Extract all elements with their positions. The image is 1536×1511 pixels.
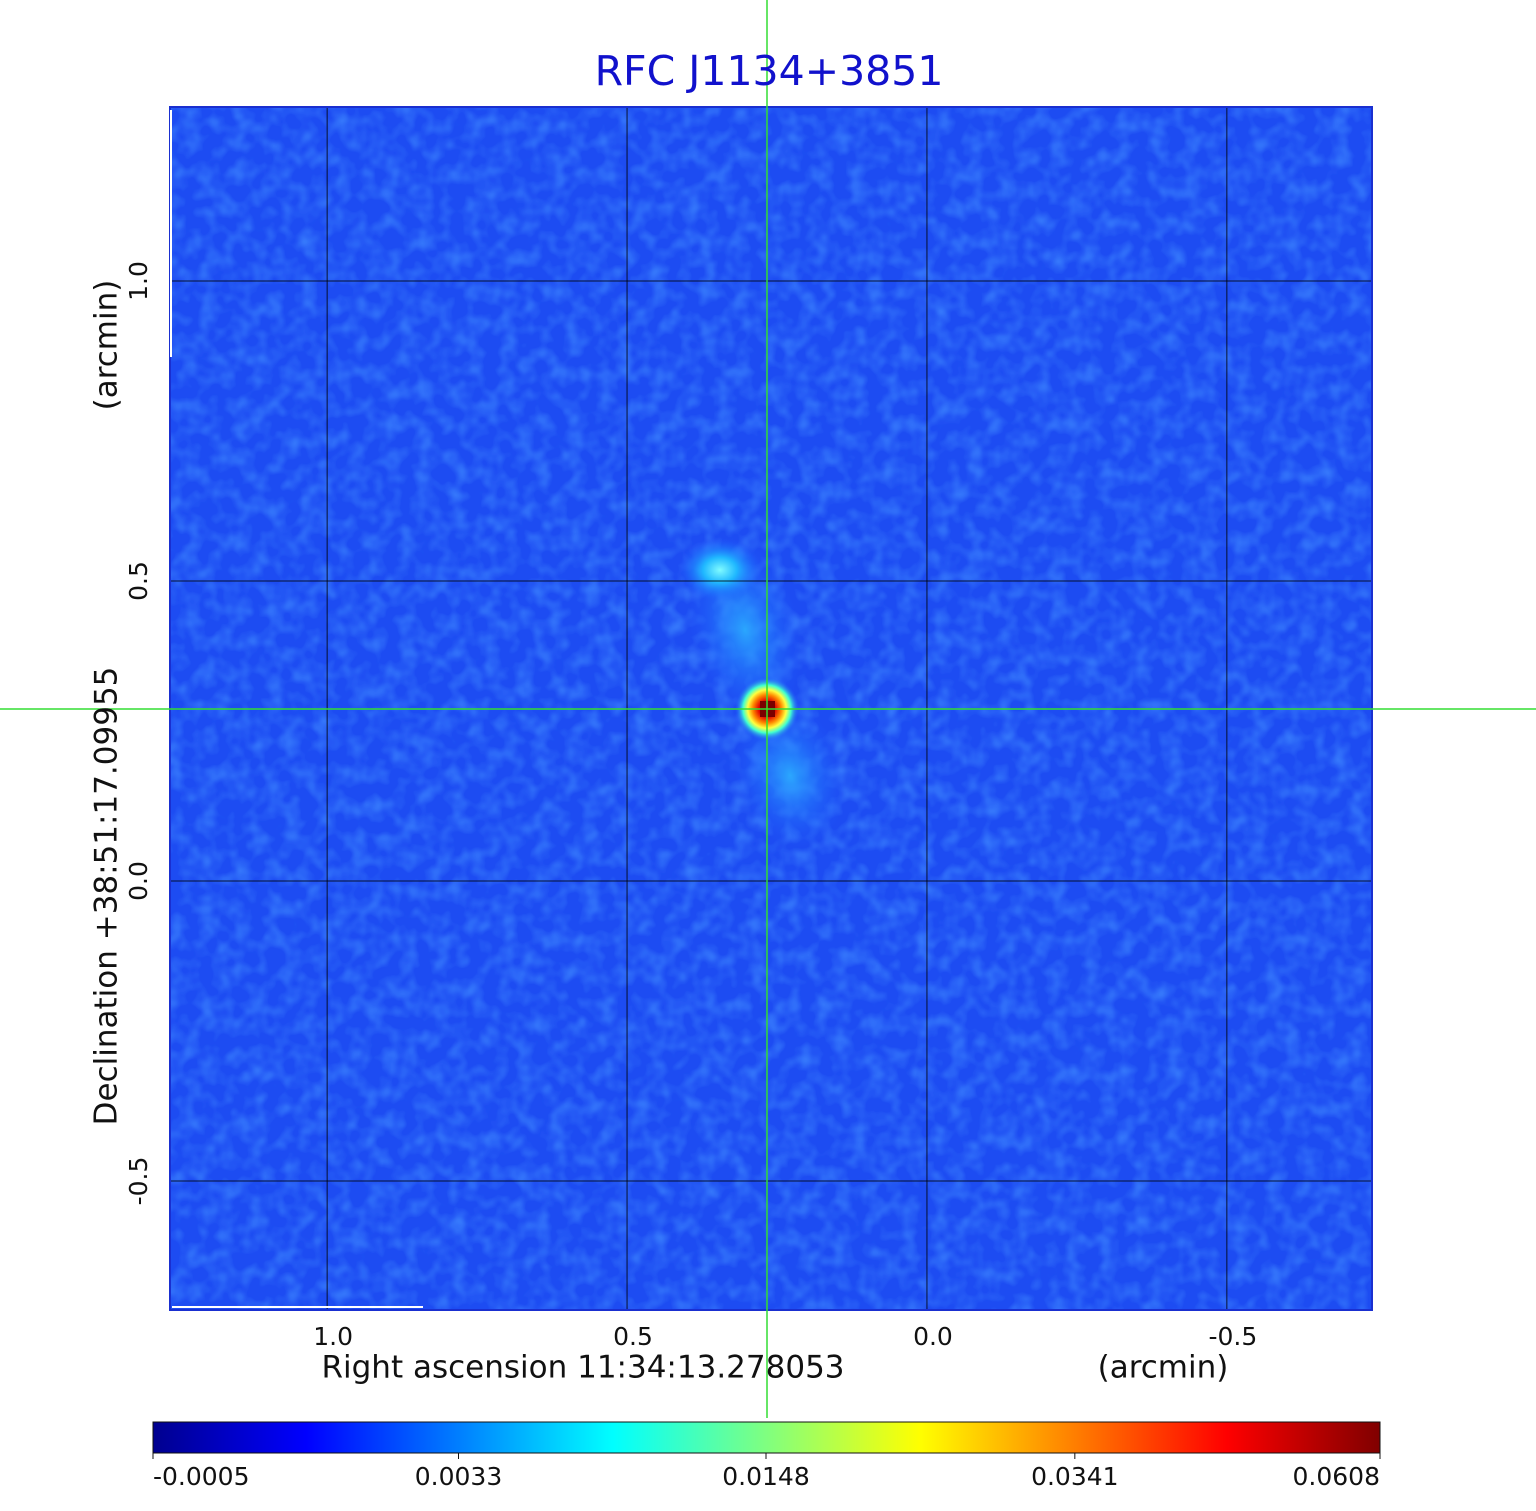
colorbar-tick-label: 0.0148 bbox=[722, 1462, 809, 1491]
x-tick-label: 0.0 bbox=[913, 1322, 953, 1351]
colorbar-tick-label: 0.0033 bbox=[415, 1462, 502, 1491]
lobe bbox=[678, 538, 762, 602]
colorbar-tick-label: 0.0341 bbox=[1031, 1462, 1118, 1491]
x-tick-label: 1.0 bbox=[313, 1322, 353, 1351]
colorbar-tick-label: 0.0608 bbox=[1293, 1462, 1380, 1491]
y-tick-label: 0.0 bbox=[124, 861, 153, 901]
x-tick-label: -0.5 bbox=[1208, 1322, 1257, 1351]
x-axis-label: Right ascension 11:34:13.278053 bbox=[321, 1350, 844, 1386]
y-tick-label: -0.5 bbox=[124, 1157, 153, 1206]
chart-title: RFC J1134+3851 bbox=[595, 47, 944, 95]
y-tick-label: 1.0 bbox=[124, 261, 153, 301]
x-axis-unit: (arcmin) bbox=[1098, 1350, 1229, 1386]
colorbar-tick-label: -0.0005 bbox=[153, 1462, 250, 1491]
colorbar bbox=[152, 1421, 1381, 1454]
y-tick-label: 0.5 bbox=[124, 561, 153, 601]
y-axis-unit: (arcmin) bbox=[89, 280, 125, 411]
x-tick-label: 0.5 bbox=[613, 1322, 653, 1351]
y-axis-label: Declination +38:51:17.09955 bbox=[89, 667, 125, 1126]
